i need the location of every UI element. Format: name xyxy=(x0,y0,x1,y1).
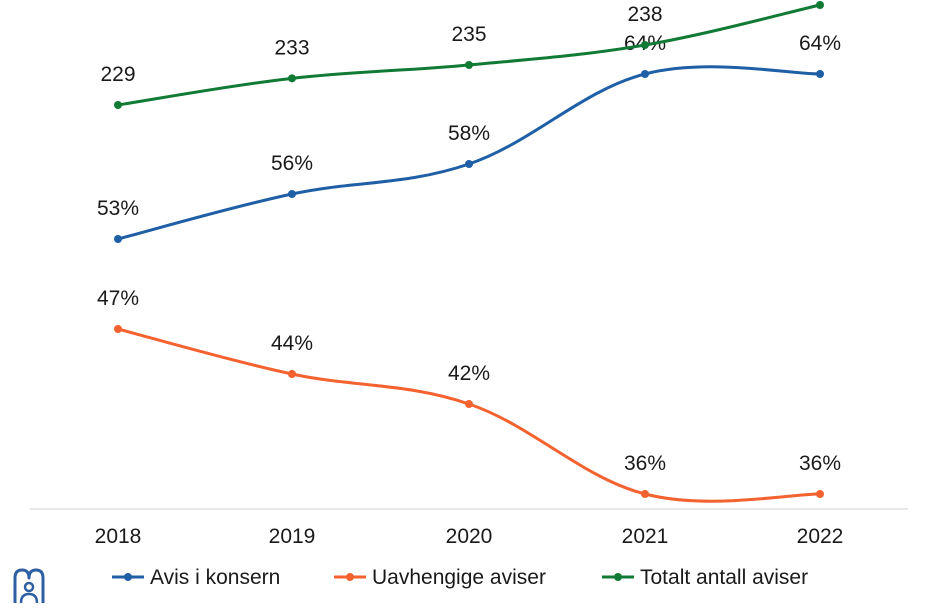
data-label: 229 xyxy=(100,63,135,86)
data-point xyxy=(114,235,122,243)
data-label: 235 xyxy=(451,23,486,46)
x-tick-labels: 2018 2019 2020 2021 2022 xyxy=(95,525,844,548)
data-label: 64% xyxy=(799,32,841,55)
x-tick-label: 2018 xyxy=(95,525,142,548)
logo-body xyxy=(19,592,39,604)
legend-marker xyxy=(346,573,354,581)
data-label: 36% xyxy=(799,452,841,475)
data-label: 238 xyxy=(627,3,662,26)
x-tick-label: 2022 xyxy=(797,525,844,548)
series-2: 229233235238244 xyxy=(100,0,824,109)
series-line-2 xyxy=(116,3,822,107)
legend-marker xyxy=(614,573,622,581)
legend-marker xyxy=(124,573,132,581)
legend: Avis i konsern Uavhengige aviser Totalt an… xyxy=(112,566,808,589)
data-label: 56% xyxy=(271,152,313,175)
series-line-1 xyxy=(116,327,822,503)
data-label: 36% xyxy=(624,452,666,475)
logo-head xyxy=(23,581,35,593)
x-tick-label: 2021 xyxy=(622,525,669,548)
legend-item-2: Totalt antall aviser xyxy=(602,566,808,589)
data-point xyxy=(288,370,296,378)
legend-label: Uavhengige aviser xyxy=(372,566,546,589)
data-point xyxy=(465,160,473,168)
data-point xyxy=(816,0,824,9)
data-point xyxy=(641,40,649,49)
data-point xyxy=(641,490,649,498)
data-point xyxy=(114,325,122,333)
data-point xyxy=(288,190,296,198)
logo-outline xyxy=(13,568,45,603)
data-label: 53% xyxy=(97,197,139,220)
data-label: 233 xyxy=(274,36,309,59)
data-label: 47% xyxy=(97,287,139,310)
data-point xyxy=(816,490,824,498)
series-1: 47% 44% 42% 36% 36% xyxy=(97,287,841,503)
data-point xyxy=(114,100,122,109)
logo-icon xyxy=(13,568,45,604)
data-point xyxy=(288,74,296,83)
legend-label: Totalt antall aviser xyxy=(640,566,808,589)
legend-label: Avis i konsern xyxy=(150,566,280,589)
data-point xyxy=(465,400,473,408)
data-label: 44% xyxy=(271,332,313,355)
data-point xyxy=(816,70,824,78)
x-tick-label: 2019 xyxy=(269,525,316,548)
data-label: 58% xyxy=(448,122,490,145)
series-layer: 53%56%58%64%64%47%44%42%36%36%2292332352… xyxy=(97,0,841,503)
legend-item-0: Avis i konsern xyxy=(112,566,280,589)
data-label: 42% xyxy=(448,362,490,385)
data-point xyxy=(465,60,473,69)
legend-item-1: Uavhengige aviser xyxy=(334,566,546,589)
x-tick-label: 2020 xyxy=(446,525,493,548)
series-line-0 xyxy=(116,65,822,241)
data-point xyxy=(641,70,649,78)
